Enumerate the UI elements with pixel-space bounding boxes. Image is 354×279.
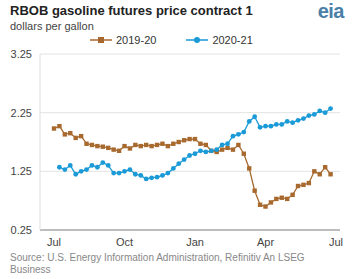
html-text:RBOB gasoline futures price co: RBOB gasoline futures price contract 1 bbox=[10, 3, 253, 18]
svg-text:Apr: Apr bbox=[257, 236, 274, 248]
html-text:eia: eia bbox=[317, 0, 344, 22]
svg-text:Jul: Jul bbox=[47, 236, 61, 248]
html-text:2020-21: 2020-21 bbox=[212, 34, 253, 46]
svg-text:Oct: Oct bbox=[116, 236, 133, 248]
svg-text:Jan: Jan bbox=[186, 236, 204, 248]
html-text:dollars per gallon: dollars per gallon bbox=[10, 20, 94, 32]
svg-text:1.25: 1.25 bbox=[11, 165, 32, 177]
svg-text:3.25: 3.25 bbox=[11, 48, 32, 60]
svg-text:2.25: 2.25 bbox=[11, 107, 32, 119]
svg-text:0.25: 0.25 bbox=[11, 224, 32, 236]
html-text:Source: U.S. Energy Informatio: Source: U.S. Energy Information Administ… bbox=[10, 252, 305, 275]
html-text:2019-20: 2019-20 bbox=[116, 34, 157, 46]
svg-text:Jul: Jul bbox=[329, 236, 343, 248]
